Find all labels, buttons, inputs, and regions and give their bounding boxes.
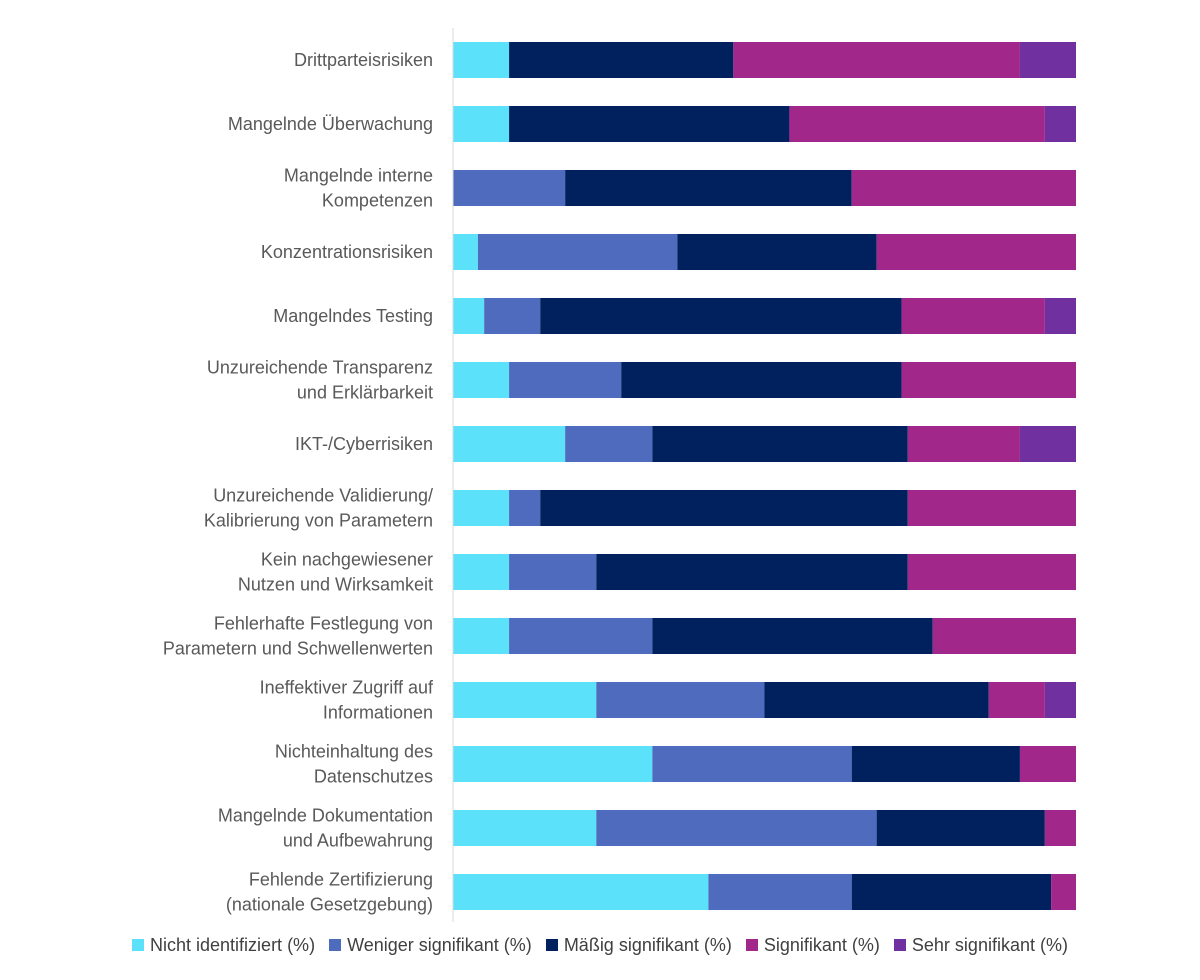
bar-segment: [789, 106, 1045, 142]
chart-legend: Nicht identifiziert (%) Weniger signifika…: [0, 930, 1200, 960]
bar-segment: [540, 298, 902, 334]
bar-segment: [708, 874, 852, 910]
legend-label: Nicht identifiziert (%): [150, 934, 316, 955]
bar-segment: [1019, 42, 1076, 78]
category-label: Ineffektiver Zugriff auf Informationen: [260, 678, 434, 723]
bar-segment: [1051, 874, 1076, 910]
legend-label: Mäßig signifikant (%): [563, 934, 732, 955]
bar-segment: [453, 106, 510, 142]
bar-segment: [453, 42, 510, 78]
bar-segment: [1044, 106, 1076, 142]
bar-segment: [876, 810, 1045, 846]
legend-item: Weniger signifikant (%): [329, 935, 532, 956]
bar-segment: [509, 106, 790, 142]
legend-item: Sehr signifikant (%): [893, 934, 1068, 956]
legend-label: Sehr signifikant (%): [911, 934, 1068, 955]
bar-segment: [509, 618, 653, 654]
bar-segment: [596, 810, 877, 846]
bar-segment: [453, 874, 709, 910]
bar-segment: [1044, 298, 1076, 334]
bar-segment: [453, 170, 566, 206]
bar-segment: [733, 42, 1020, 78]
bar-segment: [876, 234, 1076, 270]
bar-segment: [596, 682, 765, 718]
category-label: Nichteinhaltung des Datenschutzes: [275, 742, 433, 787]
bar-segment: [621, 362, 902, 398]
category-label: Unzureichende Transparenz und Erklärbarke…: [207, 358, 433, 403]
category-label: Konzentrationsrisiken: [261, 242, 433, 262]
chart-canvas: Drittparteisrisiken Mangelnde Überwachung…: [163, 28, 1076, 922]
bar-segment: [677, 234, 877, 270]
bar-segment: [851, 874, 1052, 910]
bar-segment: [453, 362, 510, 398]
bar-segment: [901, 298, 1045, 334]
legend-item: Signifikant (%): [745, 934, 880, 956]
bar-segment: [453, 298, 485, 334]
bar-segment: [652, 746, 852, 782]
category-label: Mangelnde interne Kompetenzen: [284, 166, 433, 211]
category-label: Kein nachgewiesener Nutzen und Wirksamkei…: [238, 550, 433, 595]
bar-segment: [565, 426, 653, 462]
bar-segment: [540, 490, 908, 526]
legend-label: Weniger signifikant (%): [347, 934, 532, 955]
bar-segment: [901, 362, 1076, 398]
category-label: Mangelnde Dokumentation und Aufbewahrung: [218, 806, 433, 851]
bar-segment: [453, 810, 597, 846]
bar-segment: [509, 42, 734, 78]
legend-swatch: [745, 939, 758, 951]
bar-segment: [1019, 426, 1076, 462]
legend-swatch: [329, 939, 342, 951]
bar-segment: [652, 618, 933, 654]
legend-swatch: [545, 939, 558, 951]
bar-segment: [988, 682, 1045, 718]
bar-segment: [484, 298, 541, 334]
bar-segment: [851, 746, 1020, 782]
bar-segment: [477, 234, 678, 270]
bar-segment: [1019, 746, 1076, 782]
bar-segment: [565, 170, 852, 206]
bar-segment: [851, 170, 1076, 206]
category-label: Mangelndes Testing: [273, 306, 433, 326]
legend-swatch: [132, 939, 145, 951]
category-label: Drittparteisrisiken: [294, 50, 433, 70]
legend-item: Nicht identifiziert (%): [132, 935, 315, 956]
legend-item: Mäßig signifikant (%): [545, 934, 732, 956]
bar-segment: [932, 618, 1076, 654]
bar-segment: [509, 554, 597, 590]
bar-segment: [509, 490, 541, 526]
bar-segment: [1044, 810, 1076, 846]
category-label: Fehlende Zertifizierung (nationale Gesetz…: [226, 870, 433, 915]
bar-segment: [652, 426, 908, 462]
category-label: Mangelnde Überwachung: [228, 114, 433, 134]
legend-swatch: [893, 939, 906, 951]
bar-segment: [453, 234, 478, 270]
bar-segment: [453, 426, 566, 462]
bar-segment: [907, 554, 1076, 590]
category-label: Fehlerhafte Festlegung von Parametern und…: [163, 614, 433, 659]
bar-segment: [1044, 682, 1076, 718]
bar-segment: [453, 554, 510, 590]
bar-segment: [509, 362, 622, 398]
bar-segment: [453, 618, 510, 654]
bar-segment: [453, 682, 597, 718]
category-label: Unzureichende Validierung/Kalibrierung v…: [204, 486, 433, 531]
bar-segment: [764, 682, 989, 718]
bar-segment: [907, 426, 1020, 462]
category-label: IKT-/Cyberrisiken: [295, 434, 433, 454]
bar-segment: [596, 554, 908, 590]
bar-segment: [453, 490, 510, 526]
bar-segment: [907, 490, 1076, 526]
bar-segment: [453, 746, 653, 782]
legend-label: Signifikant (%): [763, 934, 880, 955]
